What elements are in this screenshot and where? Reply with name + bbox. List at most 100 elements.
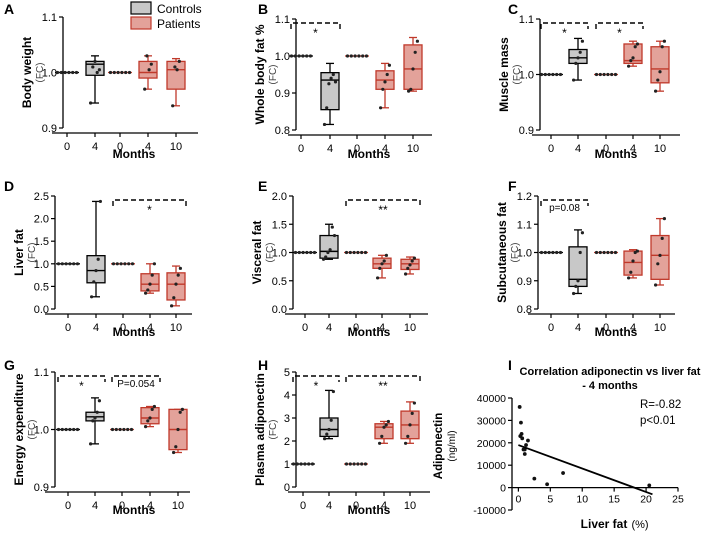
box-patient	[140, 404, 160, 429]
y-axis-unit: (FC)	[27, 420, 38, 440]
y-axis-label: Muscle mass	[497, 37, 511, 112]
data-point	[118, 427, 122, 432]
x-axis-label: Months	[113, 325, 156, 339]
data-point	[149, 62, 153, 66]
panel-b: B 0.8 0.9 1.0 1.1 0 4 0 4 10 Months Whole body fat …	[253, 1, 432, 161]
significance-bracket: p=0.08	[540, 199, 589, 214]
box-iqr	[140, 273, 160, 292]
y-tick-label: 1.1	[42, 12, 57, 24]
data-point	[662, 39, 667, 43]
data-point	[329, 418, 333, 422]
data-point	[406, 266, 410, 270]
y-tick-label: 0.0	[272, 304, 287, 316]
box-patient	[108, 70, 132, 75]
data-point	[321, 257, 326, 261]
data-point	[305, 250, 309, 255]
data-point	[412, 401, 416, 405]
data-point	[55, 70, 60, 75]
x-tick-label: 0	[515, 494, 521, 506]
y-tick-label: 1.5	[34, 236, 49, 248]
data-point	[344, 250, 349, 255]
data-point	[348, 250, 352, 255]
y-tick-label: 1.0	[275, 51, 290, 63]
x-tick-label: 5	[547, 494, 553, 506]
panel-letter: A	[4, 1, 14, 17]
data-point	[152, 404, 156, 409]
data-point	[383, 80, 387, 84]
y-tick-label: 2.0	[272, 191, 287, 203]
box-control	[293, 250, 317, 255]
data-point	[143, 87, 147, 91]
data-point	[90, 295, 94, 299]
data-point	[635, 249, 640, 253]
data-point	[112, 70, 116, 75]
data-point	[360, 250, 364, 255]
y-tick-label: 20000	[477, 438, 506, 450]
panel-letter: B	[258, 1, 268, 17]
data-point	[386, 419, 390, 424]
y-tick-label: 1.1	[275, 14, 290, 26]
significance-bracket: *	[540, 22, 589, 40]
x-tick-label: 0	[64, 141, 70, 153]
data-point	[348, 462, 352, 466]
y-tick-label: 0.8	[517, 304, 532, 316]
x-tick-label: 10	[404, 500, 416, 512]
x-tick-label: 25	[672, 494, 684, 506]
y-tick-label: 0	[500, 483, 506, 495]
y-tick-label: 1	[284, 459, 290, 471]
x-axis-label: Months	[348, 503, 391, 517]
data-point	[558, 72, 563, 77]
significance-label: *	[147, 203, 152, 217]
data-point	[610, 250, 614, 255]
y-tick-label: 1.2	[517, 191, 532, 203]
data-point	[172, 450, 176, 455]
box-control	[568, 37, 588, 82]
data-point	[555, 72, 559, 77]
data-point	[404, 272, 408, 276]
data-point	[415, 39, 419, 43]
data-point	[305, 54, 309, 58]
data-point	[98, 199, 102, 204]
significance-bracket: *	[112, 199, 187, 217]
data-point	[327, 82, 331, 86]
data-point	[174, 282, 178, 286]
data-point	[96, 257, 100, 261]
panel-letter: D	[4, 178, 14, 194]
significance-label: *	[562, 26, 567, 40]
data-point	[144, 425, 148, 429]
x-tick-label: 4	[379, 322, 385, 334]
scatter-point	[519, 420, 523, 425]
x-tick-label: 10	[407, 143, 419, 155]
data-point	[95, 70, 99, 75]
box-control	[539, 250, 563, 255]
scatter-point	[526, 438, 530, 443]
data-point	[380, 262, 384, 266]
y-tick-label: 3	[284, 413, 290, 425]
y-tick-label: 1.0	[42, 68, 57, 80]
box-patient	[650, 217, 670, 287]
data-point	[150, 407, 154, 411]
data-point	[364, 54, 369, 58]
data-point	[325, 106, 329, 110]
data-point	[68, 262, 72, 266]
data-point	[75, 262, 80, 266]
data-point	[576, 279, 580, 283]
panel-a: A 0.9 1.0 1.1 0 4 0 4 10 Months Body weight (FC)	[4, 1, 198, 161]
data-point	[606, 72, 610, 77]
data-point	[323, 437, 327, 441]
data-point	[114, 427, 118, 432]
data-point	[629, 59, 633, 63]
data-point	[124, 70, 128, 75]
y-tick-label: 40000	[477, 393, 506, 405]
data-point	[303, 462, 307, 466]
data-point	[378, 441, 382, 445]
box-iqr	[403, 44, 423, 90]
data-point	[654, 89, 658, 93]
data-point	[119, 262, 123, 266]
x-tick-label: 0	[603, 322, 609, 334]
x-axis-label: Months	[113, 503, 156, 517]
data-point	[658, 70, 662, 74]
y-axis-unit: (FC)	[268, 420, 279, 440]
box-patient	[344, 462, 368, 466]
data-point	[382, 259, 386, 263]
